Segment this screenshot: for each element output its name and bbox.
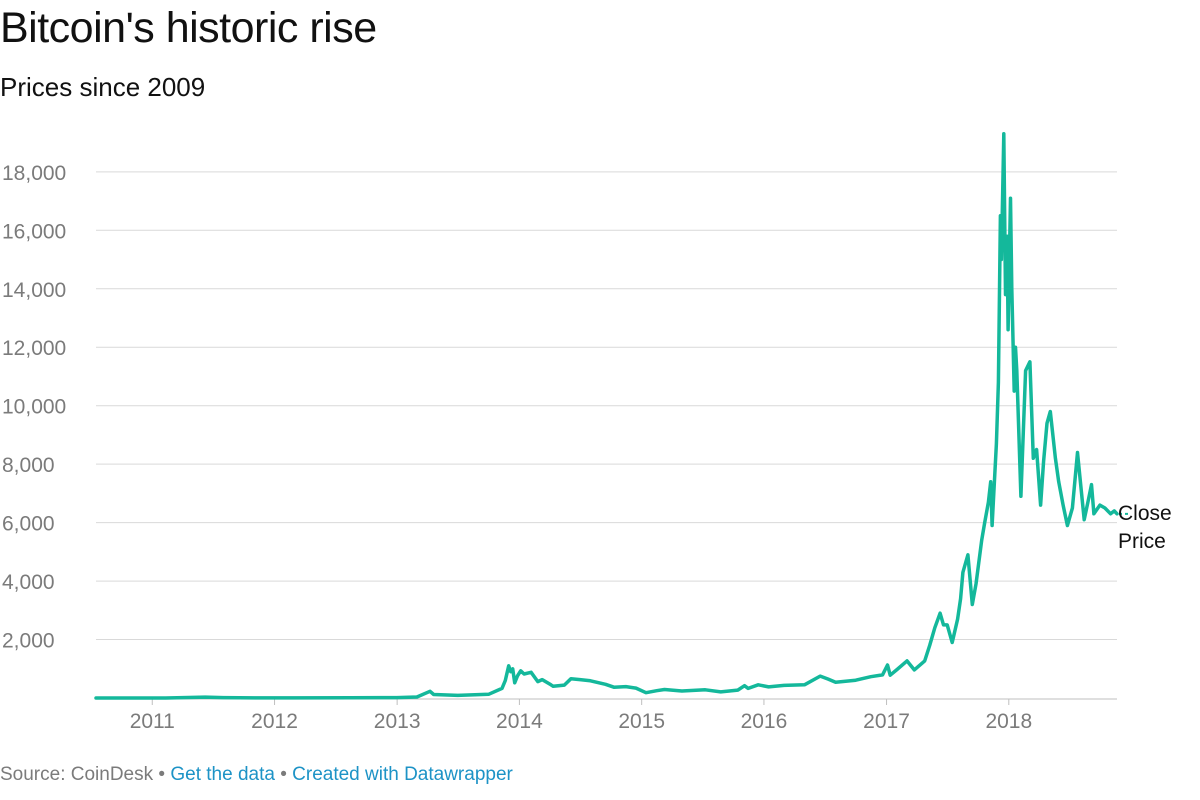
x-axis-ticks: 2011 2012 2013 2014 2015 2016 2017 2018 — [130, 699, 1032, 733]
y-tick-label: 12,000 — [2, 337, 66, 360]
source-text: Source: CoinDesk — [0, 764, 154, 785]
series-line — [94, 132, 1119, 700]
datawrapper-link[interactable]: Created with Datawrapper — [292, 764, 513, 785]
chart-title: Bitcoin's historic rise — [0, 4, 377, 52]
series-label: Close Price — [1118, 502, 1172, 553]
chart-footer: Source: CoinDesk • Get the data • Create… — [0, 764, 513, 786]
footer-separator: • — [280, 764, 287, 785]
y-axis-ticks: 2,000 4,000 6,000 8,000 10,000 12,000 14,000 16… — [2, 162, 66, 653]
x-tick-label: 2016 — [741, 710, 788, 733]
y-tick-label: 10,000 — [2, 396, 66, 419]
chart-subtitle: Prices since 2009 — [0, 72, 206, 102]
footer-separator: • — [158, 764, 166, 785]
x-tick-label: 2012 — [251, 710, 298, 733]
x-tick-label: 2013 — [374, 710, 421, 733]
y-tick-label: 4,000 — [2, 571, 55, 594]
get-the-data-link[interactable]: Get the data — [170, 764, 275, 785]
y-tick-label: 6,000 — [2, 513, 55, 536]
x-tick-label: 2011 — [130, 710, 175, 733]
x-tick-label: 2017 — [863, 710, 910, 733]
x-tick-label: 2015 — [618, 710, 665, 733]
x-tick-label: 2014 — [496, 710, 543, 733]
y-tick-label: 18,000 — [2, 162, 66, 185]
y-tick-label: 2,000 — [2, 630, 55, 653]
x-tick-label: 2018 — [985, 710, 1032, 733]
y-tick-label: 14,000 — [2, 279, 66, 302]
y-tick-label: 16,000 — [2, 220, 66, 243]
series-layer: Close Price — [94, 132, 1172, 700]
gridlines — [96, 171, 1117, 700]
y-tick-label: 8,000 — [2, 454, 55, 477]
